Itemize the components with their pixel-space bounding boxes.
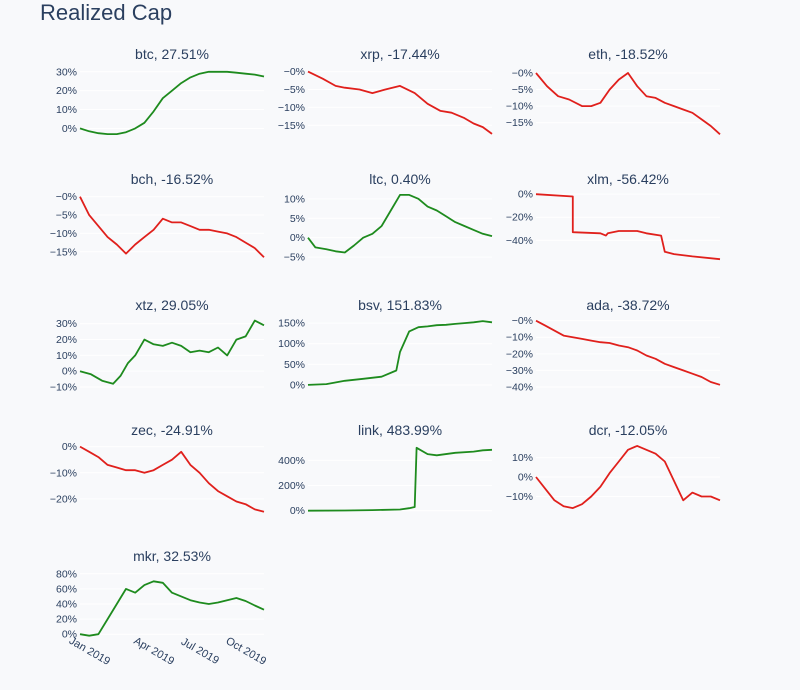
series-line bbox=[79, 445, 265, 513]
series-line bbox=[79, 319, 265, 385]
y-tick-label: 80% bbox=[56, 568, 77, 580]
series-line bbox=[307, 320, 493, 386]
y-tick-label: −10% bbox=[506, 491, 533, 503]
subplot-bsv: bsv, 151.83% 150% 100% 50% 0% bbox=[278, 297, 493, 391]
y-tick-label: 0% bbox=[518, 472, 533, 484]
subplot-bch: bch, -16.52% −0% −5% −10% −15% bbox=[50, 171, 265, 258]
x-tick-label: Jul 2019 bbox=[179, 636, 221, 667]
y-tick-label: −10% bbox=[50, 382, 77, 394]
y-tick-label: −0% bbox=[512, 315, 533, 327]
subplot-title: mkr, 32.53% bbox=[133, 548, 211, 564]
y-tick-label: 20% bbox=[56, 614, 77, 626]
subplot-title: xrp, -17.44% bbox=[360, 46, 439, 62]
y-tick-label: −20% bbox=[506, 212, 533, 224]
series-line bbox=[79, 580, 265, 637]
subplot-title: xtz, 29.05% bbox=[135, 297, 208, 313]
subplot-title: btc, 27.51% bbox=[135, 46, 209, 62]
subplot-title: eth, -18.52% bbox=[588, 46, 667, 62]
y-tick-label: −40% bbox=[506, 382, 533, 394]
y-tick-label: 20% bbox=[56, 334, 77, 346]
y-tick-label: −5% bbox=[512, 84, 533, 96]
y-tick-label: −0% bbox=[56, 191, 77, 203]
x-tick-label: Oct 2019 bbox=[224, 635, 269, 668]
y-tick-label: −20% bbox=[50, 493, 77, 505]
y-tick-label: −20% bbox=[506, 348, 533, 360]
series-line bbox=[307, 194, 493, 254]
subplot-link: link, 483.99% 400% 200% 0% bbox=[278, 422, 493, 517]
subplot-btc: btc, 27.51% 0% 10% 20% 30% bbox=[56, 46, 265, 135]
y-tick-label: 40% bbox=[56, 599, 77, 611]
y-tick-label: −5% bbox=[56, 210, 77, 222]
subplot-xlm: xlm, -56.42% 0% −20% −40% bbox=[506, 171, 721, 261]
y-tick-label: 0% bbox=[290, 505, 305, 517]
series-line bbox=[535, 319, 721, 386]
y-tick-label: −10% bbox=[506, 101, 533, 113]
y-tick-label: 0% bbox=[62, 629, 77, 641]
page-title: Realized Cap bbox=[40, 0, 173, 25]
y-tick-label: 30% bbox=[56, 66, 77, 78]
series-line bbox=[79, 196, 265, 258]
subplot-title: zec, -24.91% bbox=[131, 422, 213, 438]
subplot-zec: zec, -24.91% 0% −10% −20% bbox=[50, 422, 265, 513]
x-tick-label: Apr 2019 bbox=[132, 635, 177, 668]
y-tick-label: 50% bbox=[284, 359, 305, 371]
series-line bbox=[307, 70, 493, 135]
subplot-dcr: dcr, -12.05% 10% 0% −10% bbox=[506, 422, 721, 509]
y-tick-label: −15% bbox=[506, 117, 533, 129]
y-tick-label: 0% bbox=[62, 366, 77, 378]
y-tick-label: −5% bbox=[284, 84, 305, 96]
y-tick-label: −40% bbox=[506, 235, 533, 247]
y-tick-label: −10% bbox=[50, 467, 77, 479]
y-tick-label: −10% bbox=[50, 228, 77, 240]
subplot-xtz: xtz, 29.05% 30% 20% 10% 0% −10% bbox=[50, 297, 265, 394]
series-line bbox=[79, 70, 265, 135]
y-tick-label: 5% bbox=[290, 213, 305, 225]
x-tick-label: Jan 2019 bbox=[67, 635, 112, 668]
y-tick-label: 0% bbox=[518, 189, 533, 201]
y-tick-label: 10% bbox=[284, 193, 305, 205]
subplot-title: xlm, -56.42% bbox=[587, 171, 669, 187]
subplot-title: ltc, 0.40% bbox=[369, 171, 430, 187]
y-tick-label: 400% bbox=[278, 455, 305, 467]
y-tick-label: 10% bbox=[512, 452, 533, 464]
series-line bbox=[535, 193, 721, 261]
series-line bbox=[535, 72, 721, 135]
y-tick-label: 0% bbox=[290, 232, 305, 244]
y-tick-label: 100% bbox=[278, 338, 305, 350]
y-tick-label: 60% bbox=[56, 583, 77, 595]
subplot-title: link, 483.99% bbox=[358, 422, 442, 438]
y-tick-label: −30% bbox=[506, 365, 533, 377]
y-tick-label: −15% bbox=[50, 246, 77, 258]
y-tick-label: 0% bbox=[62, 441, 77, 453]
y-tick-label: 30% bbox=[56, 318, 77, 330]
y-tick-label: −10% bbox=[278, 102, 305, 114]
y-tick-label: 10% bbox=[56, 350, 77, 362]
y-tick-label: −10% bbox=[506, 332, 533, 344]
y-tick-label: 200% bbox=[278, 480, 305, 492]
subplot-title: ada, -38.72% bbox=[586, 297, 669, 313]
series-line bbox=[535, 445, 721, 509]
subplot-title: dcr, -12.05% bbox=[589, 422, 668, 438]
subplot-title: bsv, 151.83% bbox=[358, 297, 442, 313]
y-tick-label: 0% bbox=[62, 123, 77, 135]
subplot-eth: eth, -18.52% −0% −5% −10% −15% bbox=[506, 46, 721, 135]
subplot-ltc: ltc, 0.40% 10% 5% 0% −5% bbox=[284, 171, 493, 264]
subplot-ada: ada, -38.72% −0% −10% −20% −30% −40% bbox=[506, 297, 721, 394]
subplot-title: bch, -16.52% bbox=[131, 171, 214, 187]
y-tick-label: 150% bbox=[278, 318, 305, 330]
y-tick-label: 0% bbox=[290, 379, 305, 391]
y-tick-label: −5% bbox=[284, 252, 305, 264]
subplot-xrp: xrp, -17.44% −0% −5% −10% −15% bbox=[278, 46, 493, 135]
series-line bbox=[307, 446, 493, 512]
y-tick-label: −15% bbox=[278, 120, 305, 132]
y-tick-label: −0% bbox=[284, 66, 305, 78]
y-tick-label: 20% bbox=[56, 85, 77, 97]
subplot-mkr: mkr, 32.53% 80% 60% 40% 20% 0%Jan 2019 Apr 201… bbox=[56, 548, 268, 668]
y-tick-label: 10% bbox=[56, 104, 77, 116]
y-tick-label: −0% bbox=[512, 67, 533, 79]
